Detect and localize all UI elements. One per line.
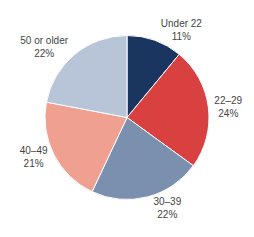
svg-text:40–4921%: 40–4921% — [20, 145, 48, 169]
svg-text:22–2924%: 22–2924% — [214, 95, 242, 119]
svg-text:50 or older22%: 50 or older22% — [20, 35, 68, 59]
svg-text:Under 2211%: Under 2211% — [161, 18, 203, 42]
svg-text:30–3922%: 30–3922% — [153, 196, 181, 220]
